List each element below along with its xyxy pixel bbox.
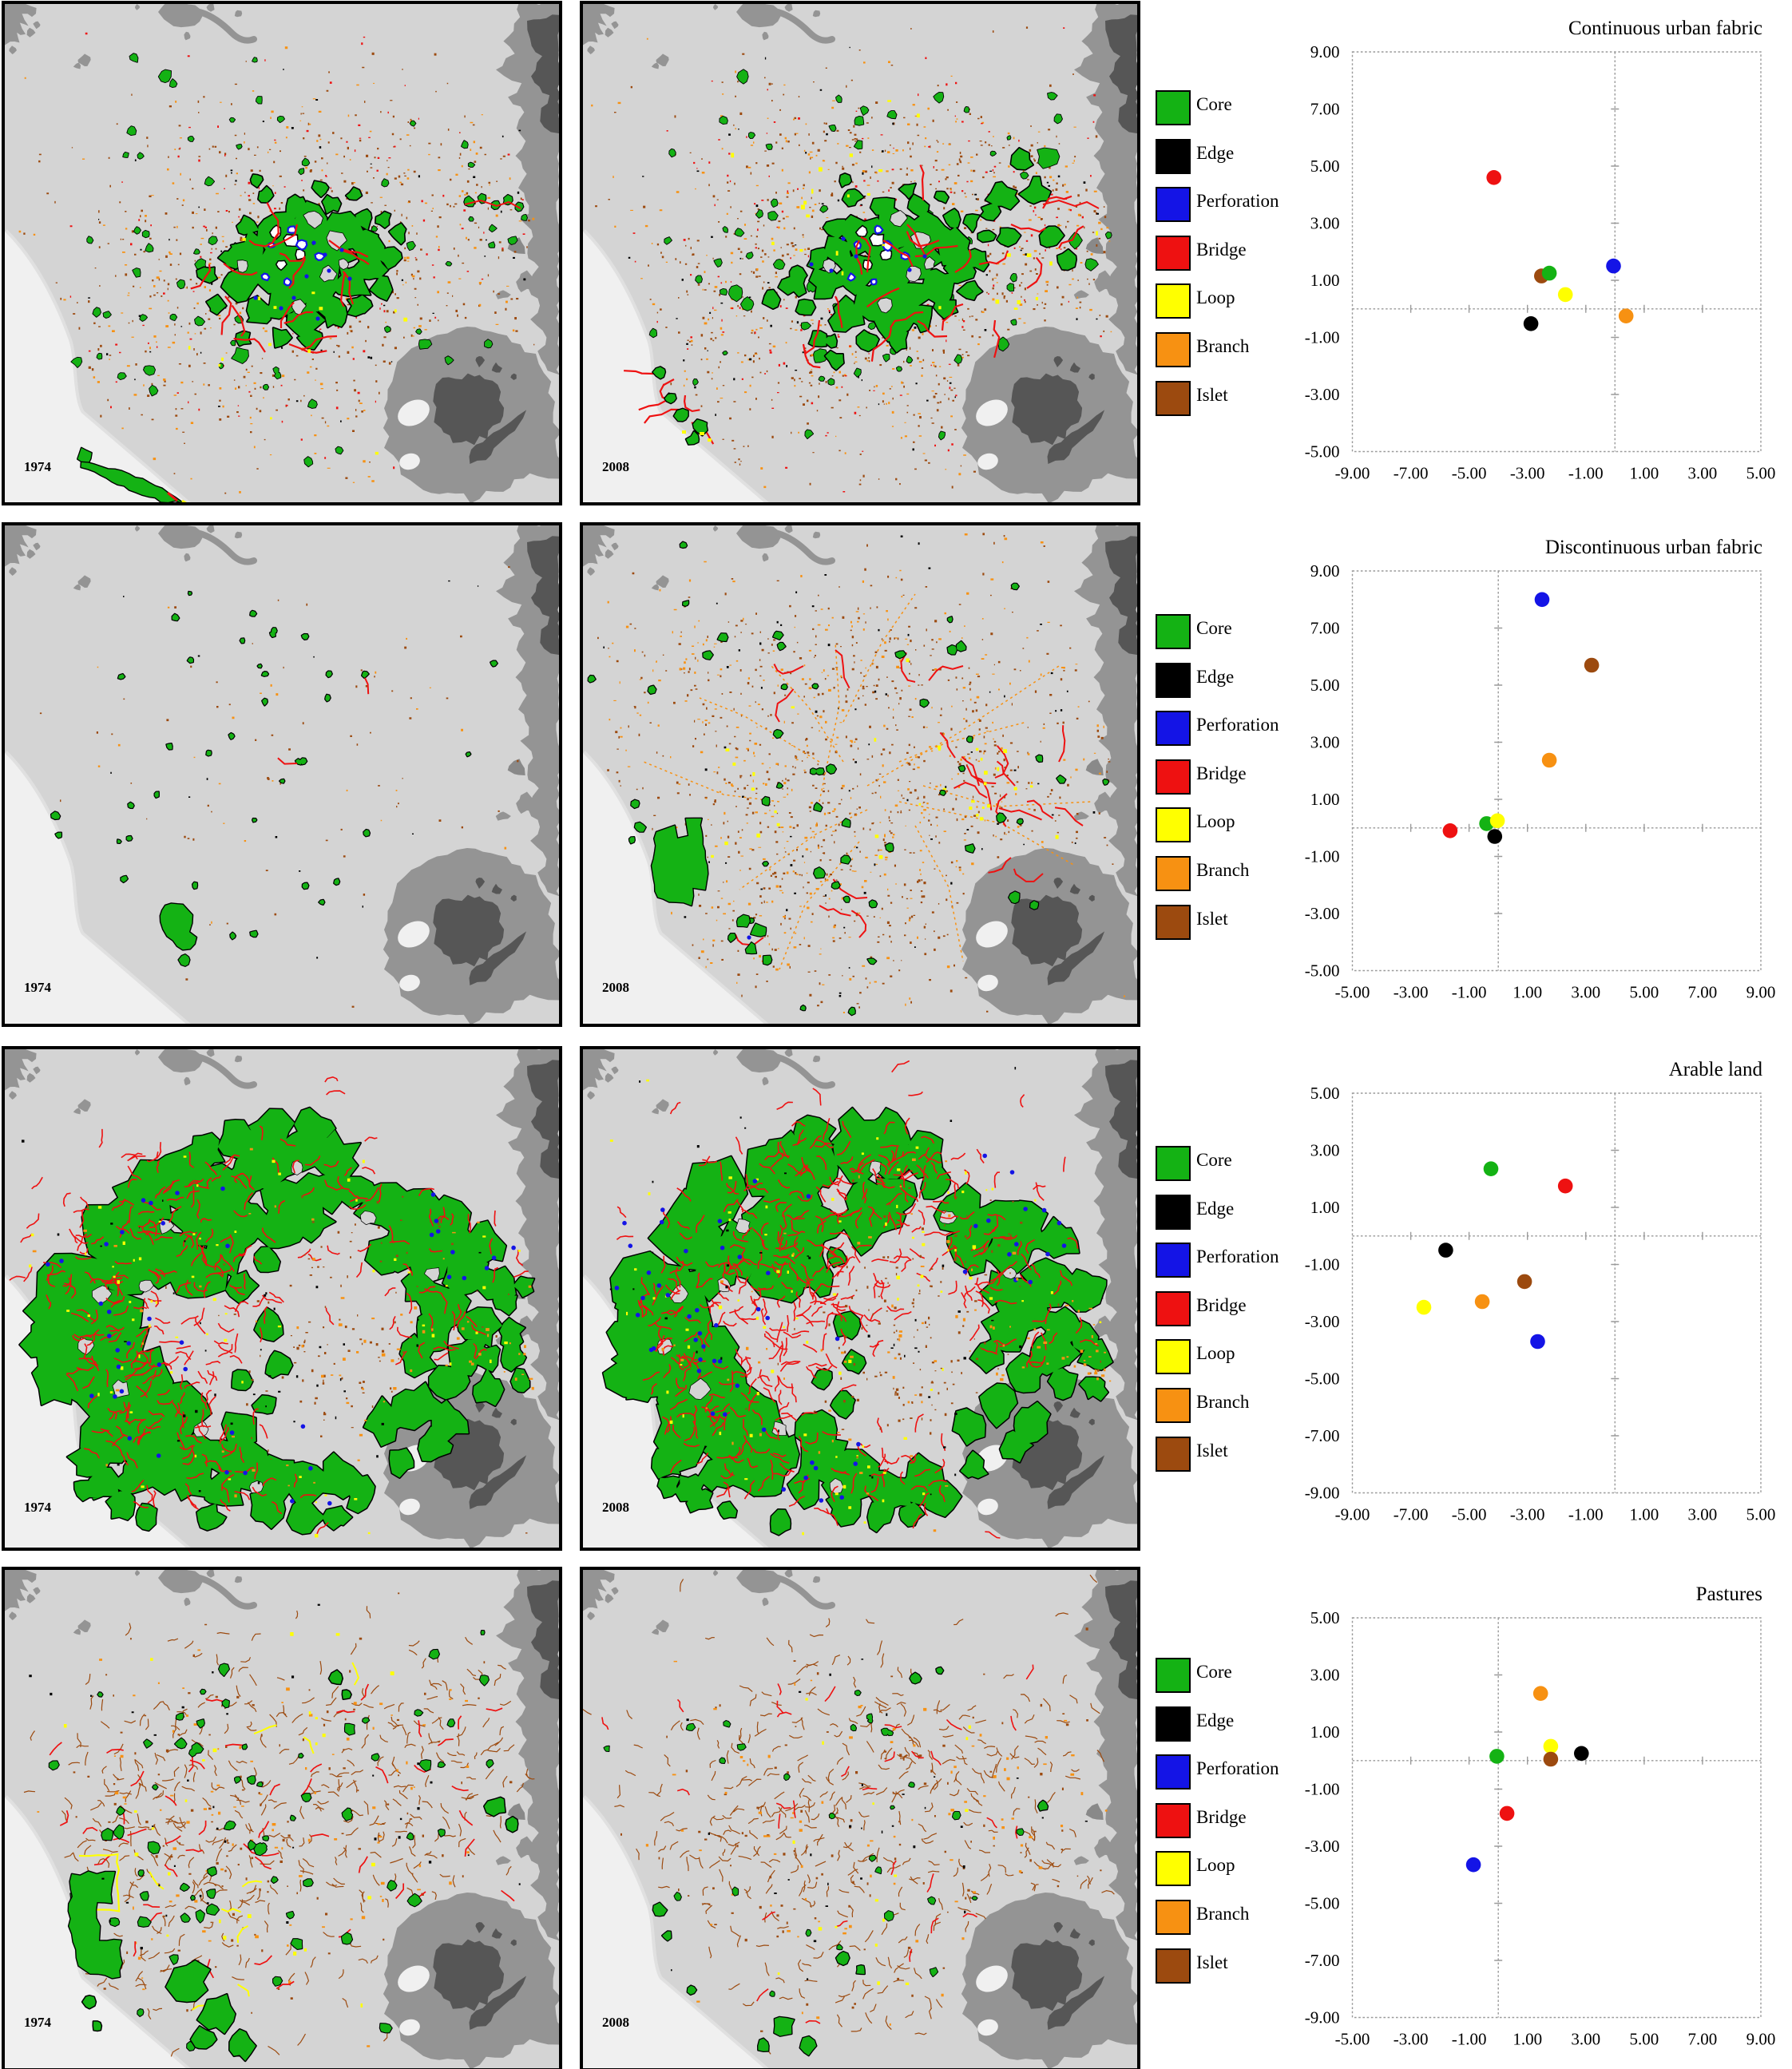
svg-text:-3.00: -3.00 [1394, 983, 1429, 1002]
svg-text:5.00: 5.00 [1310, 1608, 1340, 1627]
svg-text:-3.00: -3.00 [1510, 1505, 1545, 1524]
svg-text:-7.00: -7.00 [1394, 1505, 1429, 1524]
svg-text:-5.00: -5.00 [1305, 961, 1340, 981]
svg-text:9.00: 9.00 [1310, 561, 1340, 581]
svg-text:5.00: 5.00 [1746, 464, 1776, 483]
svg-text:Pastures: Pastures [1696, 1583, 1762, 1605]
svg-text:-1.00: -1.00 [1305, 1780, 1340, 1799]
svg-text:9.00: 9.00 [1746, 2030, 1776, 2049]
svg-text:1974: 1974 [24, 2015, 52, 2030]
svg-text:-1.00: -1.00 [1452, 2030, 1487, 2049]
svg-text:2008: 2008 [602, 459, 629, 474]
svg-text:1.00: 1.00 [1630, 1505, 1659, 1524]
svg-text:-5.00: -5.00 [1452, 464, 1487, 483]
svg-text:1974: 1974 [24, 980, 52, 995]
svg-text:-5.00: -5.00 [1305, 1894, 1340, 1913]
svg-text:2008: 2008 [602, 1500, 629, 1515]
svg-text:5.00: 5.00 [1630, 983, 1659, 1002]
svg-text:-5.00: -5.00 [1335, 983, 1370, 1002]
svg-text:-7.00: -7.00 [1394, 464, 1429, 483]
svg-text:-1.00: -1.00 [1305, 847, 1340, 866]
svg-text:3.00: 3.00 [1688, 1505, 1718, 1524]
svg-text:-1.00: -1.00 [1568, 464, 1604, 483]
svg-text:-9.00: -9.00 [1335, 1505, 1370, 1524]
svg-text:-1.00: -1.00 [1452, 983, 1487, 1002]
svg-text:3.00: 3.00 [1571, 2030, 1600, 2049]
svg-text:-9.00: -9.00 [1305, 1484, 1340, 1503]
svg-text:1974: 1974 [24, 459, 52, 474]
svg-text:7.00: 7.00 [1688, 983, 1718, 1002]
svg-text:Discontinuous urban fabric: Discontinuous urban fabric [1545, 537, 1762, 558]
svg-text:7.00: 7.00 [1310, 100, 1340, 119]
svg-text:5.00: 5.00 [1310, 676, 1340, 695]
svg-text:1.00: 1.00 [1310, 1198, 1340, 1217]
svg-text:-7.00: -7.00 [1305, 1951, 1340, 1970]
svg-text:2008: 2008 [602, 980, 629, 995]
svg-text:3.00: 3.00 [1310, 1141, 1340, 1160]
svg-text:3.00: 3.00 [1571, 983, 1600, 1002]
svg-text:9.00: 9.00 [1746, 983, 1776, 1002]
svg-text:-3.00: -3.00 [1305, 904, 1340, 923]
svg-text:1.00: 1.00 [1310, 271, 1340, 290]
svg-text:-5.00: -5.00 [1305, 442, 1340, 462]
svg-text:-5.00: -5.00 [1335, 2030, 1370, 2049]
svg-text:3.00: 3.00 [1310, 214, 1340, 233]
svg-text:-5.00: -5.00 [1305, 1369, 1340, 1389]
svg-text:3.00: 3.00 [1688, 464, 1718, 483]
svg-text:Arable land: Arable land [1669, 1059, 1763, 1080]
svg-text:-9.00: -9.00 [1305, 2008, 1340, 2027]
svg-text:-3.00: -3.00 [1305, 1312, 1340, 1331]
svg-text:1.00: 1.00 [1310, 790, 1340, 809]
svg-text:7.00: 7.00 [1310, 619, 1340, 638]
svg-text:3.00: 3.00 [1310, 733, 1340, 752]
svg-text:2008: 2008 [602, 2015, 629, 2030]
svg-text:-7.00: -7.00 [1305, 1426, 1340, 1445]
svg-text:1.00: 1.00 [1310, 1722, 1340, 1742]
svg-text:-5.00: -5.00 [1452, 1505, 1487, 1524]
svg-text:1.00: 1.00 [1512, 2030, 1542, 2049]
svg-text:1.00: 1.00 [1512, 983, 1542, 1002]
svg-text:5.00: 5.00 [1310, 1084, 1340, 1103]
svg-text:-1.00: -1.00 [1305, 328, 1340, 347]
svg-text:5.00: 5.00 [1746, 1505, 1776, 1524]
svg-text:7.00: 7.00 [1688, 2030, 1718, 2049]
svg-text:5.00: 5.00 [1630, 2030, 1659, 2049]
svg-text:Continuous urban fabric: Continuous urban fabric [1568, 18, 1762, 39]
svg-text:5.00: 5.00 [1310, 157, 1340, 176]
svg-text:9.00: 9.00 [1310, 42, 1340, 61]
svg-text:1.00: 1.00 [1630, 464, 1659, 483]
svg-text:-9.00: -9.00 [1335, 464, 1370, 483]
svg-text:1974: 1974 [24, 1500, 52, 1515]
svg-text:-3.00: -3.00 [1305, 385, 1340, 404]
svg-text:-3.00: -3.00 [1305, 1837, 1340, 1856]
svg-text:3.00: 3.00 [1310, 1666, 1340, 1685]
svg-text:-1.00: -1.00 [1568, 1505, 1604, 1524]
svg-text:-3.00: -3.00 [1510, 464, 1545, 483]
svg-text:-3.00: -3.00 [1394, 2030, 1429, 2049]
svg-text:-1.00: -1.00 [1305, 1255, 1340, 1274]
